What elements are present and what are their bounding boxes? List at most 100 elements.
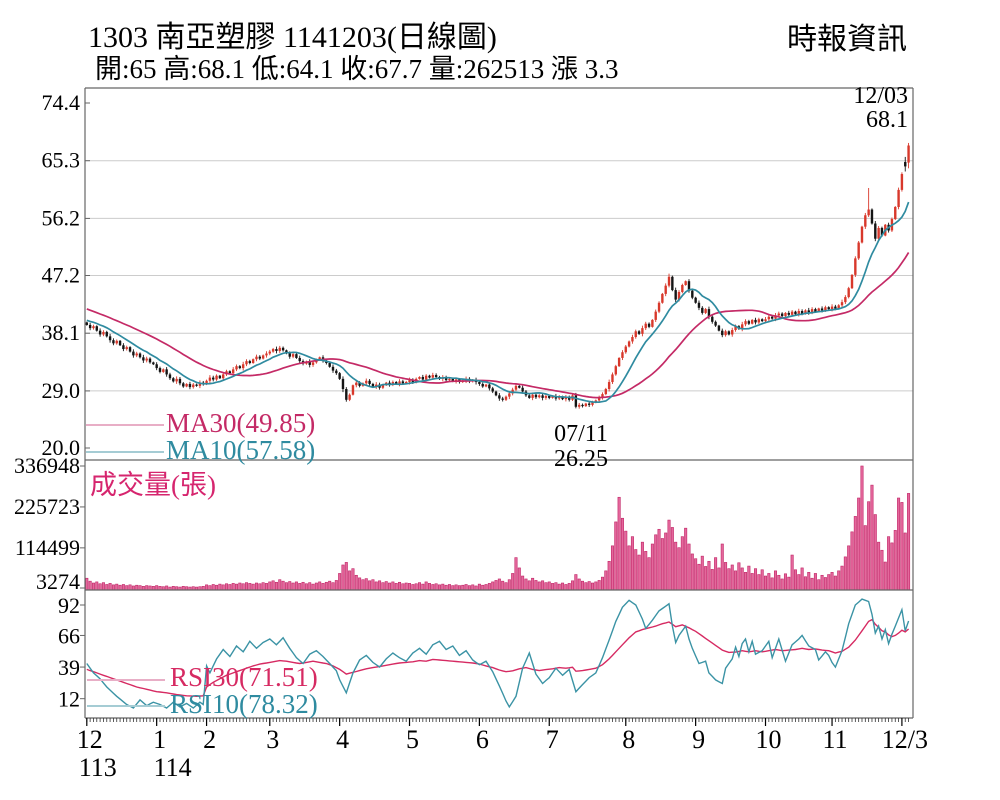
volume-bar xyxy=(760,569,764,591)
candle xyxy=(614,366,617,375)
volume-bar xyxy=(577,578,581,591)
volume-bar xyxy=(787,576,791,591)
candle xyxy=(790,311,794,315)
volume-bar xyxy=(527,580,531,591)
candle xyxy=(844,297,847,303)
volume-bar xyxy=(907,493,911,591)
candle xyxy=(691,290,694,298)
volume-bar xyxy=(783,573,787,591)
high-value: 68.1 xyxy=(866,107,908,133)
candle xyxy=(707,309,711,317)
volume-bar xyxy=(797,574,801,591)
volume-bar xyxy=(737,562,741,591)
volume-bar xyxy=(604,570,608,591)
volume-bar xyxy=(883,561,887,591)
volume-bar xyxy=(587,581,591,591)
volume-bar xyxy=(900,502,904,591)
volume-bar xyxy=(101,582,105,591)
candle xyxy=(764,319,767,322)
candle xyxy=(105,331,108,337)
volume-bar xyxy=(670,527,674,591)
volume-bar xyxy=(258,583,262,591)
volume-bar xyxy=(744,572,748,591)
volume-bar xyxy=(301,581,305,591)
volume-bar xyxy=(404,582,408,591)
volume-bar xyxy=(677,547,681,591)
candle xyxy=(275,349,278,351)
volume-bar xyxy=(640,541,644,591)
volume-bar xyxy=(491,581,495,591)
volume-bar xyxy=(887,536,891,591)
volume-bar xyxy=(298,583,302,591)
volume-bar xyxy=(777,574,781,591)
x-axis-month-label: 6 xyxy=(476,725,489,754)
volume-bar xyxy=(584,582,588,591)
candle xyxy=(245,361,248,365)
volume-bar xyxy=(564,584,568,591)
volume-bar xyxy=(371,579,375,591)
candle xyxy=(867,209,870,216)
candle xyxy=(607,382,611,390)
candle xyxy=(238,366,242,369)
volume-bar xyxy=(211,584,215,591)
volume-bar xyxy=(284,582,288,591)
volume-bar xyxy=(494,580,498,591)
volume-bar xyxy=(417,582,421,591)
x-axis-month-label: 7 xyxy=(546,725,559,754)
rsi-axis-label: 66 xyxy=(58,623,80,648)
volume-bar xyxy=(667,519,671,591)
volume-bar xyxy=(554,582,558,591)
volume-bar xyxy=(707,560,711,591)
volume-bar xyxy=(720,543,724,591)
volume-bar xyxy=(451,585,455,591)
volume-bar xyxy=(115,583,119,591)
volume-bar xyxy=(264,583,268,591)
candle xyxy=(897,189,900,208)
volume-bar xyxy=(288,581,292,591)
volume-bar xyxy=(637,554,641,591)
candle xyxy=(328,363,331,367)
candle xyxy=(175,378,178,382)
volume-bar xyxy=(627,545,631,591)
candle xyxy=(248,361,252,364)
candle xyxy=(288,353,291,357)
volume-bar xyxy=(208,585,212,591)
candle xyxy=(318,357,321,360)
candle xyxy=(142,357,145,361)
volume-bar xyxy=(537,581,541,591)
candle xyxy=(271,349,275,352)
candle xyxy=(498,395,501,399)
volume-bar xyxy=(840,565,844,591)
candle xyxy=(112,340,115,344)
high-point-annotation: 12/03 68.1 xyxy=(800,84,908,132)
volume-bar xyxy=(837,570,841,591)
candle xyxy=(834,306,837,309)
volume-bar xyxy=(271,580,275,591)
volume-bar xyxy=(474,585,478,591)
candle xyxy=(794,311,797,315)
volume-bar xyxy=(464,584,468,591)
candle xyxy=(840,302,844,306)
ma10-legend-label: MA10(57.58) xyxy=(166,435,316,465)
price-axis-label: 38.1 xyxy=(42,320,81,345)
volume-bar xyxy=(324,581,328,591)
x-axis-month-label: 11 xyxy=(823,725,848,754)
volume-bar xyxy=(754,568,758,591)
volume-bar xyxy=(408,583,412,591)
volume-bar xyxy=(780,578,784,591)
volume-bar xyxy=(830,572,834,591)
volume-bar xyxy=(477,583,481,591)
candle xyxy=(784,312,787,317)
volume-bar xyxy=(88,580,92,591)
candle xyxy=(734,326,737,331)
volume-bar xyxy=(813,573,817,591)
x-axis-month-label: 5 xyxy=(406,725,419,754)
volume-bar xyxy=(833,575,837,591)
candle xyxy=(341,378,345,390)
candle xyxy=(115,340,118,344)
candle xyxy=(265,353,268,356)
candle xyxy=(548,395,551,398)
candle xyxy=(98,330,102,335)
candle xyxy=(381,385,385,388)
